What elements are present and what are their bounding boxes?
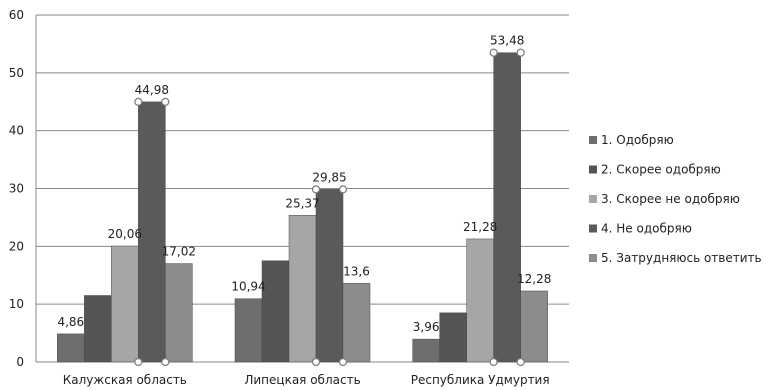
bar <box>84 295 112 363</box>
legend-label: 4. Не одобряю <box>601 222 692 236</box>
selection-handle <box>134 357 143 367</box>
data-label: 29,85 <box>312 170 346 184</box>
bar <box>138 101 166 363</box>
legend-label: 1. Одобряю <box>601 133 674 147</box>
legend-label: 5. Затрудняюсь ответить <box>601 251 762 265</box>
legend: 1. Одобряю 2. Скорее одобряю 3. Скорее не … <box>589 133 762 265</box>
bar <box>439 312 467 363</box>
selection-handle <box>489 48 498 57</box>
y-tick-label: 30 <box>9 182 24 196</box>
legend-swatch <box>589 254 597 262</box>
legend-label: 3. Скорее не одобряю <box>601 192 740 206</box>
y-tick-label: 10 <box>9 297 24 311</box>
bar <box>412 338 440 363</box>
bar <box>111 245 139 363</box>
selection-handle <box>161 97 170 106</box>
legend-swatch <box>589 224 597 233</box>
bar <box>234 298 263 363</box>
selection-markers <box>134 48 525 367</box>
data-label: 12,28 <box>517 272 551 286</box>
bar <box>315 189 344 363</box>
bars <box>57 52 548 363</box>
selection-handle <box>134 97 143 106</box>
y-axis-ticks: 0 10 20 30 40 50 60 <box>9 8 24 369</box>
x-category-label: Липецкая область <box>244 373 360 387</box>
data-label: 44,98 <box>135 83 169 97</box>
data-label: 21,28 <box>463 220 497 234</box>
data-label: 53,48 <box>490 34 524 48</box>
bar <box>288 215 317 363</box>
selection-handle <box>311 185 321 194</box>
data-label: 20,06 <box>108 227 142 241</box>
data-label: 17,02 <box>162 245 196 259</box>
legend-swatch <box>589 165 597 174</box>
legend-swatch <box>589 136 597 144</box>
bar <box>261 260 290 363</box>
bar <box>466 238 494 363</box>
y-tick-label: 20 <box>9 239 24 253</box>
selection-handle <box>338 185 348 194</box>
y-tick-label: 40 <box>9 124 24 138</box>
y-tick-label: 50 <box>9 66 24 80</box>
selection-handle <box>516 48 525 57</box>
selection-handle <box>161 357 170 367</box>
selection-handle <box>338 357 348 367</box>
selection-handle <box>516 357 525 367</box>
selection-handle <box>489 357 498 367</box>
bar <box>342 283 371 363</box>
y-tick-label: 0 <box>16 355 24 369</box>
bar <box>520 290 548 363</box>
data-label: 3,96 <box>413 320 440 334</box>
bar <box>493 52 521 363</box>
bar <box>57 333 85 363</box>
data-labels: 4,86 20,06 44,98 17,02 10,94 25,37 29,85 13,6 3,… <box>57 34 551 334</box>
x-category-label: Республика Удмуртия <box>411 373 550 387</box>
selection-handle <box>311 357 321 367</box>
data-label: 13,6 <box>343 264 370 278</box>
data-label: 10,94 <box>231 280 265 294</box>
data-label: 4,86 <box>57 315 84 329</box>
x-category-label: Калужская область <box>63 373 187 387</box>
y-tick-label: 60 <box>9 8 24 22</box>
data-label: 25,37 <box>285 196 319 210</box>
x-axis-category-labels: Калужская область Липецкая область Республ… <box>63 373 550 387</box>
bar <box>165 263 193 363</box>
legend-swatch <box>589 195 597 203</box>
legend-label: 2. Скорее одобряю <box>601 163 721 177</box>
